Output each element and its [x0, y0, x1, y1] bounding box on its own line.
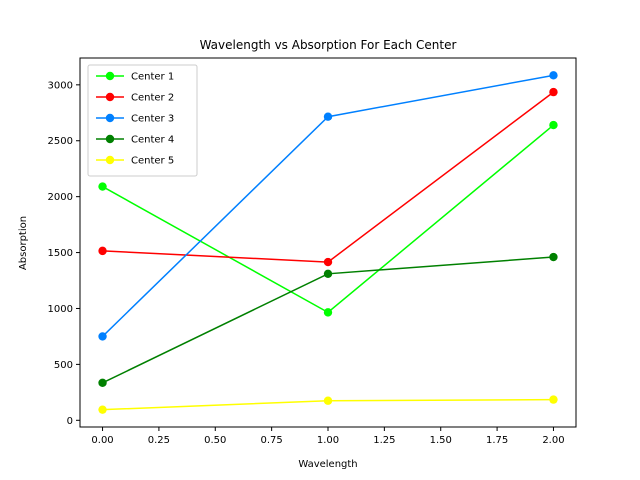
- data-point-center-2: [98, 246, 107, 256]
- y-axis-label: Absorption: [18, 216, 29, 270]
- y-tick-label: 500: [54, 360, 73, 371]
- legend-marker-center-5: [105, 155, 115, 165]
- data-point-center-3: [549, 71, 558, 80]
- legend-label-center-2: Center 2: [131, 93, 174, 104]
- plot-area: 0.00 0.25 0.50 0.75 1.00 1.25 1.50 1.75 2.00 0 500…: [48, 57, 577, 446]
- legend-marker-center-4: [105, 134, 115, 144]
- data-point-center-4: [549, 252, 558, 262]
- x-tick-label: 0.75: [261, 435, 283, 446]
- x-tick-label: 1.50: [430, 435, 452, 446]
- data-point-center-4: [323, 269, 333, 279]
- legend-marker-center-1: [105, 71, 115, 81]
- data-point-center-1: [549, 120, 558, 130]
- y-tick-label: 3000: [48, 80, 73, 91]
- y-tick-label: 0: [67, 416, 73, 427]
- legend-marker-center-3: [105, 113, 115, 123]
- legend-label-center-1: Center 1: [131, 72, 174, 83]
- x-tick-label: 1.75: [486, 435, 508, 446]
- x-tick-label: 1.00: [317, 435, 339, 446]
- data-point-center-3: [98, 332, 107, 341]
- x-tick-label: 0.50: [204, 435, 226, 446]
- legend-box: [87, 64, 198, 177]
- y-tick-label: 1500: [48, 248, 73, 259]
- legend-label-center-4: Center 4: [131, 135, 174, 146]
- x-tick-label: 0.25: [148, 435, 170, 446]
- y-tick-label: 2000: [48, 192, 73, 203]
- data-point-center-3: [323, 112, 333, 121]
- legend: Center 1 Center 2 Center 3 Center 4 Center 5: [87, 64, 198, 177]
- y-tick-label: 2500: [48, 136, 73, 147]
- data-point-center-1: [98, 182, 107, 191]
- chart-title: Wavelength vs Absorption For Each Center: [200, 38, 457, 52]
- legend-marker-center-2: [105, 92, 115, 102]
- data-point-center-5: [98, 405, 107, 414]
- data-point-center-2: [549, 87, 558, 97]
- legend-label-center-3: Center 3: [131, 114, 174, 125]
- y-tick-label: 1000: [48, 304, 73, 315]
- x-tick-label: 2.00: [542, 435, 564, 446]
- x-tick-label: 1.25: [373, 435, 395, 446]
- data-point-center-4: [98, 378, 107, 388]
- data-point-center-2: [323, 257, 333, 267]
- x-tick-label: 0.00: [91, 435, 113, 446]
- legend-label-center-5: Center 5: [131, 156, 174, 167]
- data-point-center-5: [323, 396, 333, 405]
- data-point-center-1: [323, 308, 333, 317]
- x-axis-label: Wavelength: [298, 459, 357, 470]
- data-point-center-5: [549, 395, 558, 404]
